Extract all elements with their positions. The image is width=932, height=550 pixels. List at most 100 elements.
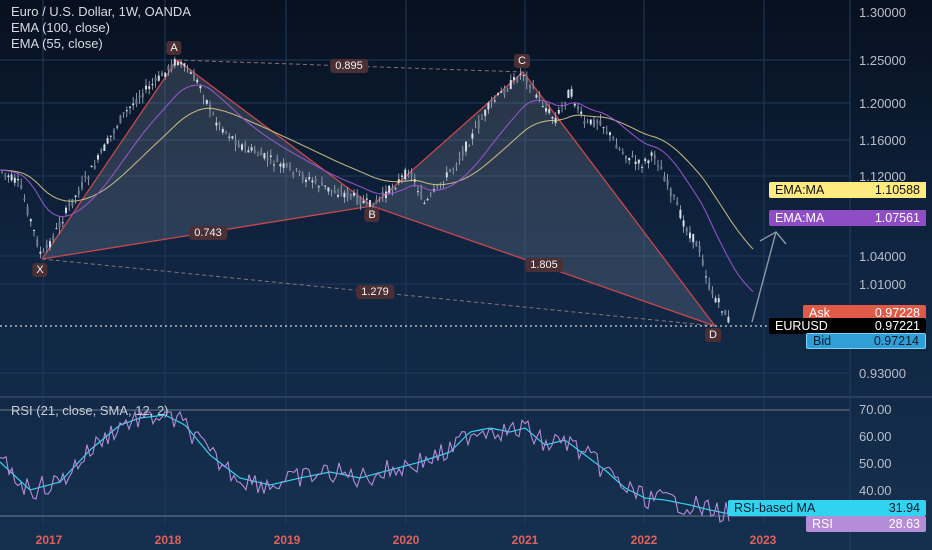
candle-body	[404, 169, 407, 180]
candle-body	[154, 77, 157, 81]
candle-body	[305, 179, 307, 182]
candle-body	[23, 198, 26, 201]
candle-body	[618, 148, 621, 150]
candle-body	[106, 138, 109, 144]
last-price-value: 0.97221	[874, 319, 920, 333]
ratio-label-xb[interactable]: 0.743	[189, 226, 227, 240]
ema-ma-2-label: EMA:MA	[775, 211, 825, 225]
ratio-label-ac[interactable]: 0.895	[330, 59, 368, 73]
ask-label: Ask	[809, 306, 830, 320]
pattern-triangle-xab	[42, 60, 372, 259]
candle-body	[647, 160, 650, 164]
candle-body	[641, 166, 643, 168]
candle-body	[29, 219, 32, 222]
candle-body	[458, 158, 461, 160]
candle-body	[205, 99, 208, 104]
candle-body	[65, 207, 67, 214]
candle-body	[356, 193, 359, 204]
candle-body	[337, 194, 339, 197]
symbol-legend[interactable]: Euro / U.S. Dollar, 1W, OANDA	[11, 4, 191, 19]
grid-lines	[0, 0, 850, 525]
candle-body	[116, 126, 119, 128]
candle-body	[602, 127, 605, 129]
candle-body	[513, 77, 515, 81]
pattern-point-b[interactable]: B	[364, 208, 380, 222]
bid-tag: Bid 0.97214	[806, 333, 926, 349]
candle-body	[673, 195, 675, 197]
candle-body	[593, 119, 595, 127]
candle-body	[266, 158, 269, 161]
candle-body	[257, 154, 259, 156]
ema-ma-2-value: 1.07561	[868, 210, 926, 226]
rsi-label: RSI	[812, 517, 833, 531]
candle-body	[557, 109, 560, 114]
candle-body	[327, 187, 330, 192]
candle-body	[285, 163, 288, 166]
pattern-triangle-bcd	[372, 72, 715, 326]
candle-body	[39, 251, 42, 254]
candle-body	[519, 73, 522, 75]
candle-body	[13, 177, 16, 183]
candle-body	[36, 239, 39, 246]
pattern-point-a[interactable]: A	[166, 41, 182, 55]
candle-body	[45, 244, 48, 249]
rsi-tick: 60.00	[859, 429, 892, 444]
candle-body	[52, 236, 55, 241]
candle-body	[439, 182, 442, 185]
ema-ma-2-tag: EMA:MA 1.07561	[769, 210, 926, 226]
candle-body	[679, 209, 682, 219]
candle-body	[580, 111, 583, 114]
candle-body	[653, 154, 656, 159]
ask-tag: Ask 0.97228	[803, 305, 926, 321]
candle-body	[695, 241, 698, 247]
rsi-legend[interactable]: RSI (21, close, SMA, 12, 2)	[11, 403, 169, 418]
candle-body	[487, 102, 490, 110]
pattern-point-x[interactable]: X	[32, 263, 48, 277]
candle-body	[346, 191, 349, 198]
price-tick: 1.20000	[859, 96, 906, 111]
candle-body	[228, 136, 231, 138]
rsi-value: 28.63	[888, 517, 920, 531]
candle-body	[570, 88, 573, 97]
year-tick: 2020	[392, 533, 420, 547]
ema55-legend[interactable]: EMA (55, close)	[11, 36, 103, 51]
candle-body	[471, 133, 474, 139]
candle-body	[535, 94, 538, 98]
candle-body	[365, 198, 368, 200]
candle-body	[369, 200, 371, 207]
candle-body	[17, 179, 19, 181]
pattern-point-c[interactable]: C	[514, 54, 530, 68]
candle-body	[196, 79, 199, 83]
candle-body	[250, 147, 253, 151]
candle-body	[449, 169, 451, 172]
candle-body	[423, 203, 426, 205]
candle-body	[717, 298, 720, 303]
candle-body	[321, 182, 323, 186]
candle-body	[186, 71, 189, 73]
ema-ma-1-tag: EMA:MA 1.10588	[769, 182, 926, 198]
candle-body	[135, 99, 138, 105]
candle-body	[634, 161, 637, 165]
candle-body	[650, 152, 653, 156]
candle-body	[452, 168, 455, 170]
year-tick: 2022	[630, 533, 658, 547]
ema-ma-1-label: EMA:MA	[775, 183, 825, 197]
ratio-label-bd[interactable]: 1.805	[525, 258, 563, 272]
candle-body	[708, 282, 711, 290]
candle-body	[631, 155, 634, 157]
candle-body	[461, 150, 464, 156]
candle-body	[215, 122, 218, 126]
candle-body	[71, 198, 74, 206]
price-candles	[1, 56, 730, 324]
ema100-legend[interactable]: EMA (100, close)	[11, 20, 110, 35]
pattern-point-d[interactable]: D	[705, 328, 721, 342]
ratio-label-xd[interactable]: 1.279	[356, 285, 394, 299]
candle-body	[84, 175, 87, 178]
candle-body	[33, 229, 35, 231]
candle-body	[490, 99, 493, 102]
candle-body	[141, 93, 144, 98]
rsi-tick: 40.00	[859, 483, 892, 498]
candle-body	[263, 153, 266, 159]
